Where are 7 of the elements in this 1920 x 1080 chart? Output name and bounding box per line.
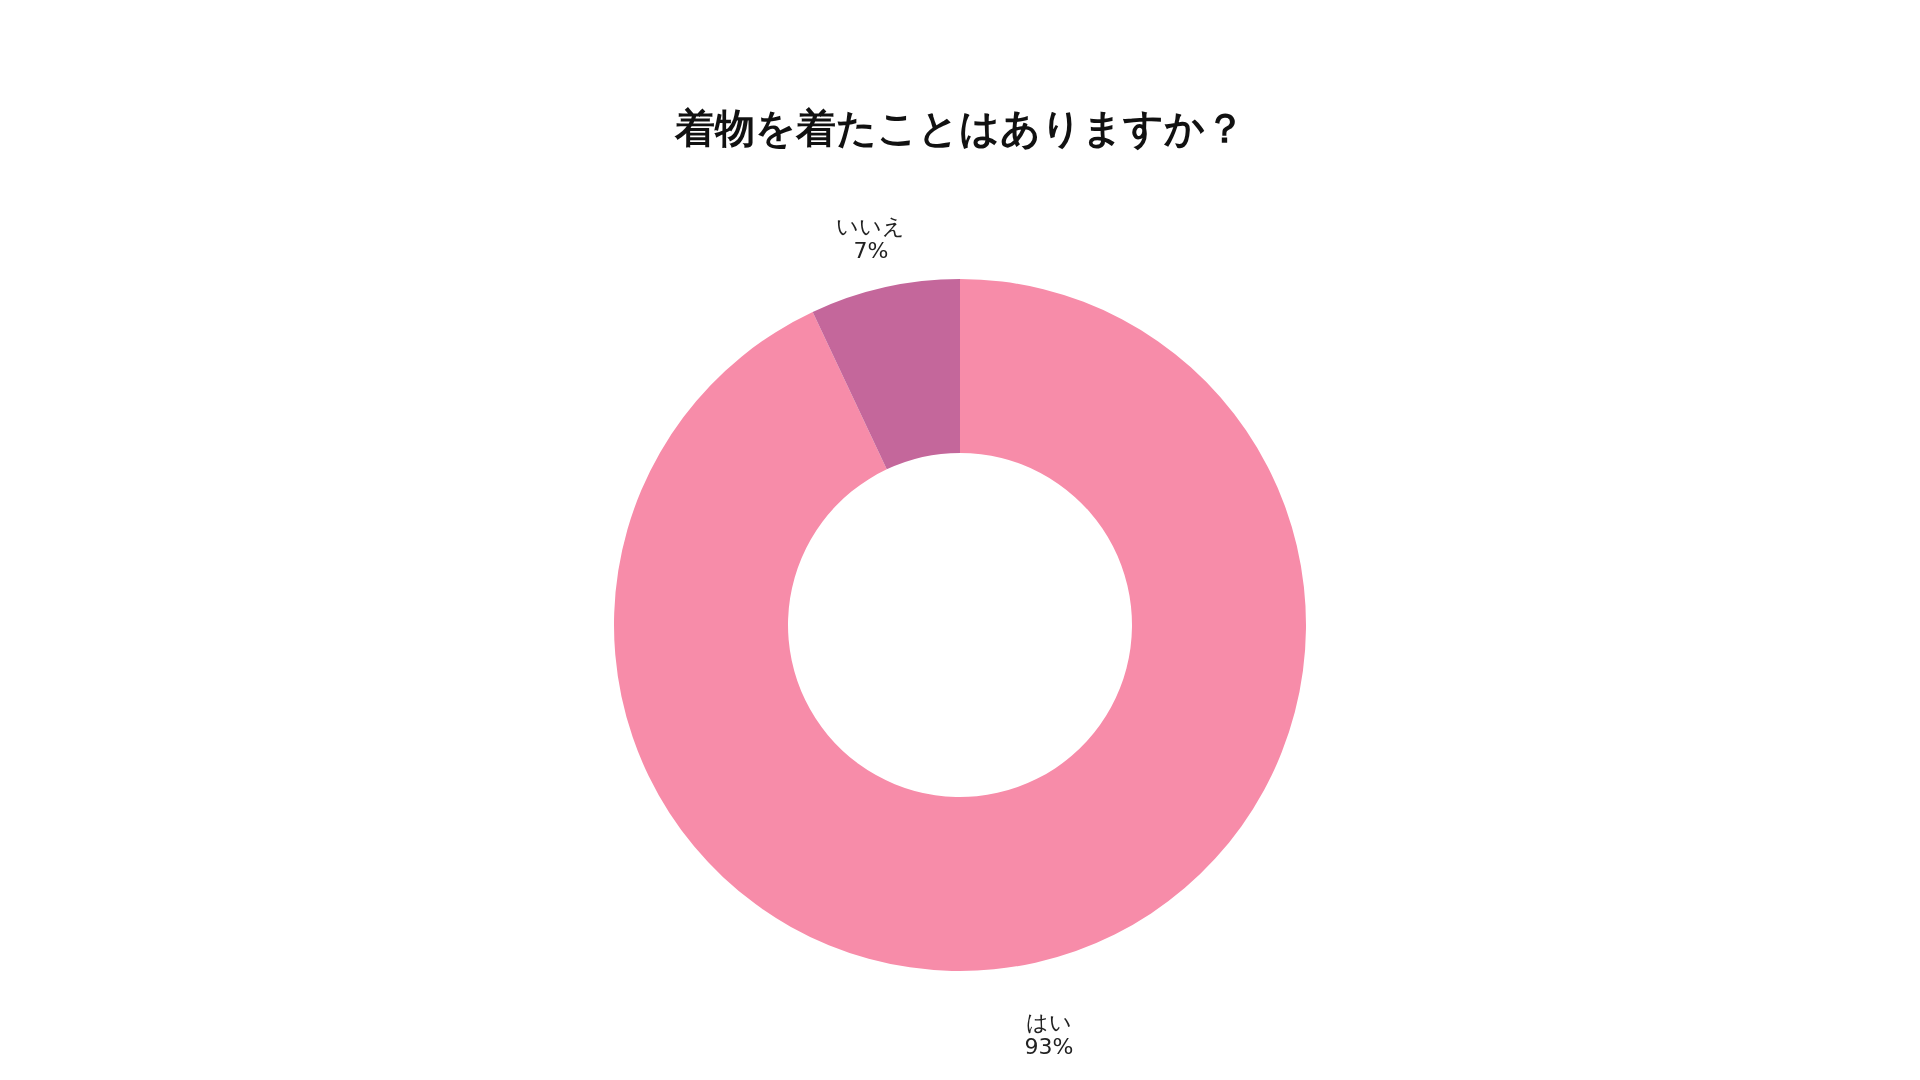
data-label: 93% [1024,1034,1074,1060]
donut-slice [614,279,1306,971]
slice-label: はい [1026,1010,1072,1036]
chart-title: 着物を着たことはありますか？ [674,105,1245,151]
slice-label: いいえ [836,213,906,239]
data-label: 7% [853,237,889,263]
donut-slice [812,279,960,470]
